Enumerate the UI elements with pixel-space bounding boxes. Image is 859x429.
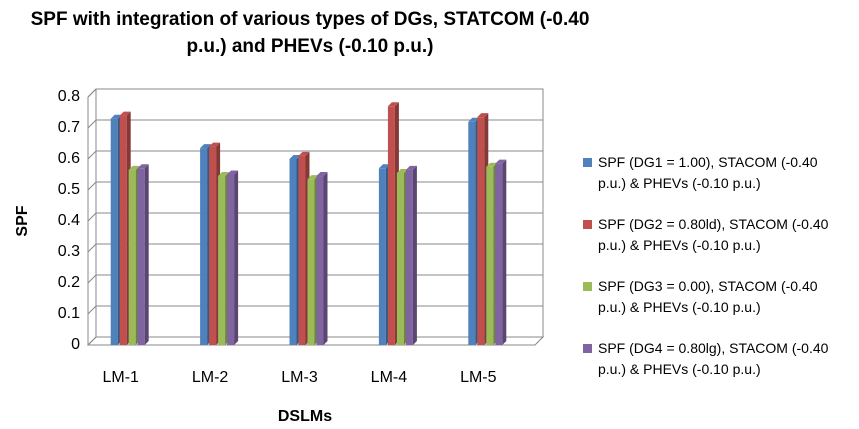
x-tick-label: LM-3	[281, 369, 318, 386]
bar	[405, 165, 417, 345]
bar-front	[387, 106, 395, 345]
grid-line-depth	[87, 336, 97, 346]
bar-top	[218, 172, 230, 177]
bar-top	[298, 151, 310, 156]
bar-front	[289, 159, 297, 345]
bar-front	[209, 146, 217, 345]
bar-top	[477, 113, 489, 118]
bar	[227, 170, 239, 345]
bar-top	[119, 111, 131, 116]
y-axis-label: SPF	[14, 205, 31, 236]
y-tick-label: 0.8	[58, 88, 80, 105]
x-tick-label: LM-5	[460, 369, 497, 386]
bar-front	[298, 155, 306, 345]
bar-front	[227, 174, 235, 345]
bar-top	[128, 165, 140, 170]
bar-side	[502, 159, 507, 345]
legend-label: SPF (DG2 = 0.80ld), STACOM (-0.40 p.u.) …	[598, 216, 829, 253]
legend-label: SPF (DG3 = 0.00), STACOM (-0.40 p.u.) & …	[598, 278, 818, 315]
bar-top	[316, 172, 328, 177]
bar-top	[378, 164, 390, 169]
bar-top	[209, 142, 221, 147]
bar-top	[307, 175, 319, 180]
legend-swatch	[583, 282, 592, 291]
bar-front	[137, 168, 145, 345]
bar-front	[477, 117, 485, 346]
legend-item: SPF (DG1 = 1.00), STACOM (-0.40 p.u.) & …	[583, 152, 845, 194]
legend-swatch	[583, 158, 592, 167]
y-tick-label: 0.3	[58, 243, 80, 260]
bar	[316, 172, 328, 345]
y-tick-label: 0	[71, 336, 80, 353]
legend-label: SPF (DG1 = 1.00), STACOM (-0.40 p.u.) & …	[598, 154, 818, 191]
y-tick-label: 0.4	[58, 212, 80, 229]
y-tick-label: 0.5	[58, 181, 80, 198]
x-tick-label: LM-1	[102, 369, 139, 386]
bar-top	[110, 114, 122, 119]
grid-line-depth	[87, 212, 97, 222]
x-tick-label: LM-2	[192, 369, 229, 386]
grid-line-depth	[87, 181, 97, 191]
bar-front	[495, 163, 503, 345]
y-tick-label: 0.6	[58, 150, 80, 167]
y-tick-label: 0.7	[58, 119, 80, 136]
legend: SPF (DG1 = 1.00), STACOM (-0.40 p.u.) & …	[583, 152, 845, 400]
bar-front	[486, 166, 494, 345]
bar-front	[119, 115, 127, 345]
grid-line-depth	[87, 305, 97, 315]
bar-top	[405, 165, 417, 170]
legend-swatch	[583, 220, 592, 229]
bar-front	[218, 176, 226, 345]
bar-top	[495, 159, 507, 164]
bar-front	[307, 179, 315, 345]
bar-top	[396, 168, 408, 173]
y-tick-label: 0.2	[58, 274, 80, 291]
x-tick-label: LM-4	[371, 369, 408, 386]
grid-line-depth	[87, 119, 97, 129]
legend-label: SPF (DG4 = 0.80lg), STACOM (-0.40 p.u.) …	[598, 340, 829, 377]
bar-top	[387, 102, 399, 107]
bar-side	[412, 165, 417, 345]
legend-swatch	[583, 344, 592, 353]
legend-item: SPF (DG3 = 0.00), STACOM (-0.40 p.u.) & …	[583, 276, 845, 318]
y-tick-label: 0.1	[58, 305, 80, 322]
bar-front	[110, 118, 118, 345]
bar	[137, 164, 149, 345]
bar-top	[289, 155, 301, 159]
bar-top	[227, 170, 239, 175]
bar-side	[144, 164, 149, 345]
x-axis-label: DSLMs	[278, 408, 332, 425]
bar-front	[378, 168, 386, 345]
bar-top	[137, 164, 149, 169]
bar-side	[323, 172, 328, 345]
bar-front	[396, 172, 404, 345]
bar-top	[468, 117, 480, 122]
bar-side	[234, 170, 239, 345]
grid-line-depth	[87, 274, 97, 284]
legend-item: SPF (DG2 = 0.80ld), STACOM (-0.40 p.u.) …	[583, 214, 845, 256]
grid-line-depth	[87, 88, 97, 98]
bar-front	[468, 121, 476, 345]
bar-front	[200, 148, 208, 345]
chart-title: SPF with integration of various types of…	[30, 9, 590, 57]
grid-line-depth	[87, 243, 97, 253]
bar-top	[200, 144, 212, 149]
bar-front	[405, 169, 413, 345]
bar-front	[316, 176, 324, 345]
grid-line-depth	[87, 150, 97, 160]
bar	[495, 159, 507, 345]
bar-top	[486, 162, 498, 167]
legend-item: SPF (DG4 = 0.80lg), STACOM (-0.40 p.u.) …	[583, 338, 845, 380]
bar-front	[128, 169, 136, 345]
